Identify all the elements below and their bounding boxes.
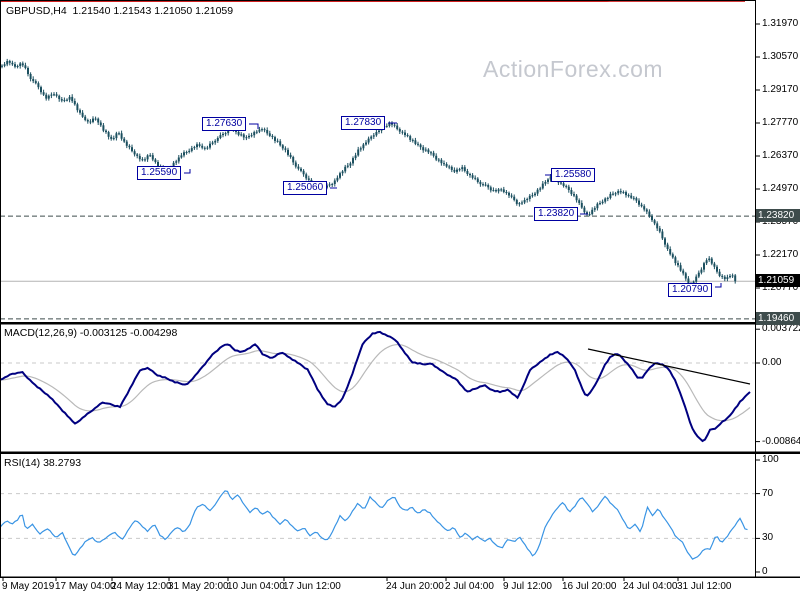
rsi-axis-tick-label: 70 <box>762 487 774 499</box>
time-axis-label: 24 Jun 20:00 <box>386 581 444 592</box>
time-axis-label: 24 Jul 04:00 <box>623 581 678 592</box>
price-axis-tick-label: 1.24970 <box>762 183 799 194</box>
macd-signal-line <box>0 343 751 422</box>
rsi-indicator-label: RSI(14) 38.2793 <box>4 457 82 469</box>
price-tag: 1.25590 <box>137 166 182 180</box>
rsi-line <box>0 490 748 560</box>
watermark: ActionForex.com <box>483 56 664 82</box>
macd-trendline[interactable] <box>587 348 751 385</box>
time-axis-label: 2 Jul 04:00 <box>445 581 494 592</box>
time-axis-label: 10 Jun 04:00 <box>227 581 285 592</box>
time-axis-label: 24 May 12:00 <box>111 581 172 592</box>
price-tag: 1.25060 <box>283 181 328 195</box>
time-axis-label: 31 Jul 12:00 <box>677 581 732 592</box>
price-axis-badge: 1.19460 <box>756 311 800 325</box>
macd-axis-tick-label: 0.003722 <box>762 323 800 335</box>
price-axis-tick-label: 1.20770 <box>762 282 799 294</box>
price-tag: 1.27630 <box>202 117 247 131</box>
panel-divider <box>0 451 800 454</box>
price-axis-badge: 1.21059 <box>756 274 800 288</box>
macd-axis-tick-label: 0.00 <box>762 357 782 368</box>
price-tag: 1.20790 <box>668 283 713 297</box>
price-axis-tick-label: 1.22170 <box>762 249 799 260</box>
macd-main-line <box>0 330 751 443</box>
panel-divider <box>0 576 800 578</box>
price-axis-tick-label: 1.29170 <box>762 84 799 95</box>
price-tag: 1.27830 <box>341 116 386 130</box>
time-axis-label: 17 May 04:00 <box>55 581 116 592</box>
price-axis-tick-label: 1.26370 <box>762 150 799 161</box>
price-axis-tick-label: 1.31970 <box>762 17 799 29</box>
macd-axis-tick-label: -0.008643 <box>762 435 800 447</box>
price-axis-badge: 1.23820 <box>756 209 800 223</box>
price-tag-leader <box>715 283 722 288</box>
time-axis-label: 9 May 2019 <box>2 581 55 592</box>
rsi-axis-tick-label: 0 <box>762 566 768 577</box>
panel-divider <box>0 322 800 325</box>
rsi-axis-tick-label: 100 <box>762 454 779 465</box>
price-tag: 1.25580 <box>551 168 596 182</box>
price-tag-leader <box>184 169 191 174</box>
time-axis-label: 31 May 20:00 <box>168 581 229 592</box>
price-axis-tick-label: 1.30570 <box>762 51 799 62</box>
rsi-axis-tick-label: 30 <box>762 532 774 544</box>
price-tag-leader <box>249 123 259 129</box>
price-tag: 1.23820 <box>534 207 579 221</box>
time-axis-label: 17 Jun 12:00 <box>283 581 341 592</box>
symbol-ohlc-title: GBPUSD,H4 1.21540 1.21543 1.21050 1.2105… <box>6 5 234 17</box>
time-axis-label: 9 Jul 12:00 <box>503 581 552 592</box>
price-axis-tick-label: 1.27770 <box>762 117 799 128</box>
time-axis-label: 16 Jul 20:00 <box>562 581 617 592</box>
macd-indicator-label: MACD(12,26,9) -0.003125 -0.004298 <box>4 327 178 339</box>
